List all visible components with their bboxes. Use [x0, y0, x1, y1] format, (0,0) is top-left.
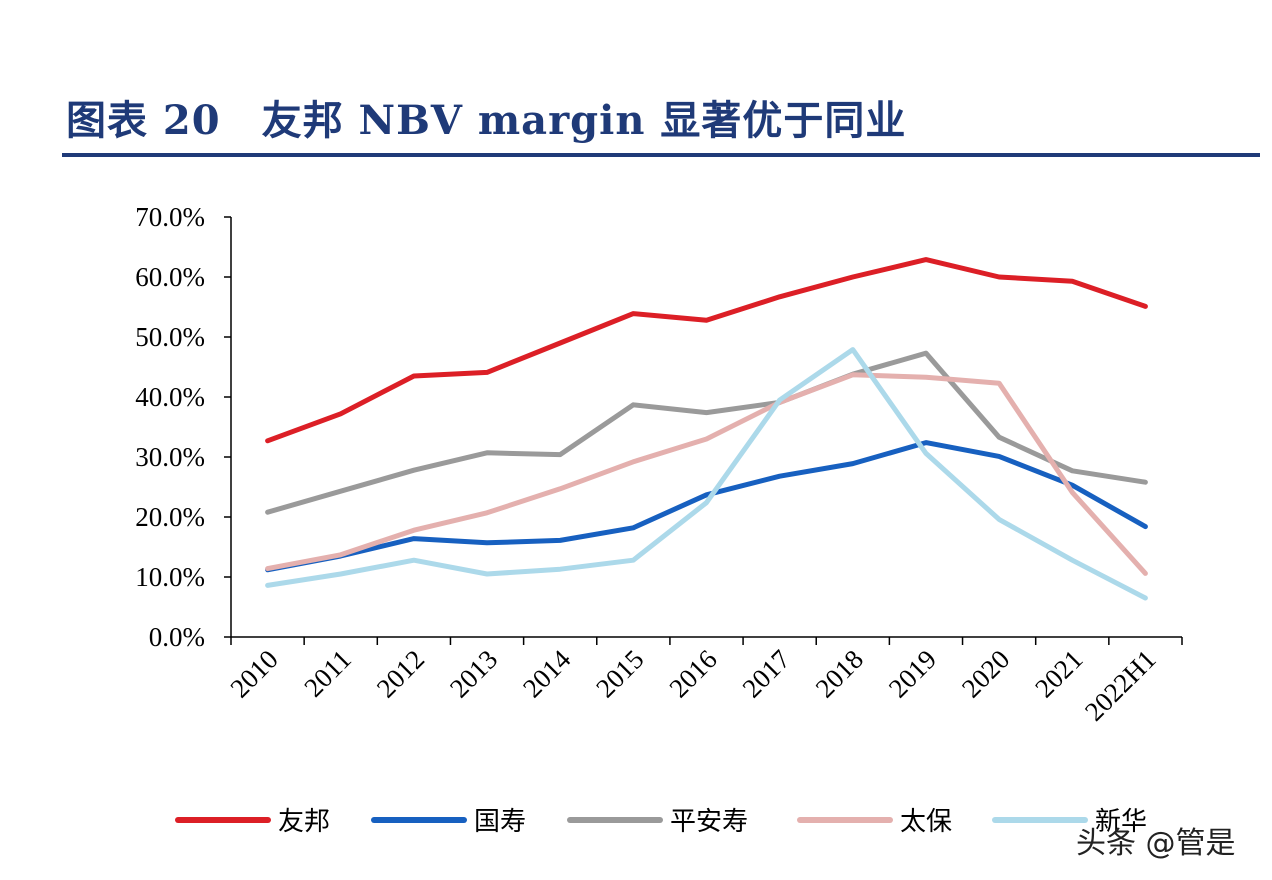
- x-tick-label: 2016: [663, 644, 722, 703]
- x-tick-label: 2017: [736, 644, 795, 703]
- x-tick-label: 2011: [298, 644, 357, 703]
- x-tick-label: 2015: [590, 644, 649, 703]
- x-tick-label: 2012: [371, 644, 430, 703]
- legend-label: 新华: [1095, 807, 1147, 837]
- series-line: [265, 440, 1148, 573]
- series-line: [265, 350, 1148, 515]
- x-tick-label: 2021: [1029, 644, 1088, 703]
- title-divider: [62, 153, 1260, 157]
- x-tick-label: 2019: [883, 644, 942, 703]
- y-tick-labels: 0.0% 10.0% 20.0% 30.0% 40.0% 50.0% 60.0% 70.0%: [135, 202, 205, 652]
- y-tick-label: 70.0%: [135, 202, 205, 232]
- legend-label: 平安寿: [670, 807, 748, 837]
- series-line: [265, 347, 1148, 601]
- y-tick-label: 10.0%: [135, 562, 205, 592]
- y-tick-label: 20.0%: [135, 502, 205, 532]
- x-tick-label: 2022H1: [1079, 644, 1162, 727]
- y-tick-label: 50.0%: [135, 322, 205, 352]
- x-tick-label: 2013: [444, 644, 503, 703]
- x-tick-label: 2020: [956, 644, 1015, 703]
- chart-title: 图表 20 友邦 NBV margin 显著优于同业: [66, 97, 907, 144]
- x-tick-labels: 2010 2011 2012 2013 2014 2015 2016 2017 2018 2019…: [224, 644, 1161, 727]
- y-tick-label: 60.0%: [135, 262, 205, 292]
- x-tick-label: 2010: [224, 644, 283, 703]
- x-tick-label: 2018: [810, 644, 869, 703]
- x-tick-label: 2014: [517, 644, 577, 704]
- y-tick-label: 40.0%: [135, 382, 205, 412]
- y-tick-label: 30.0%: [135, 442, 205, 472]
- legend-label: 友邦: [278, 807, 330, 837]
- legend: 友邦 国寿 平安寿 太保 新华: [175, 807, 1147, 837]
- series-line: [265, 372, 1148, 576]
- legend-label: 太保: [900, 807, 952, 837]
- series-line: [265, 257, 1148, 444]
- axes: [224, 216, 1183, 645]
- legend-label: 国寿: [474, 807, 526, 837]
- watermark-text: 头条 @管是: [1076, 826, 1236, 861]
- series-lines: [265, 257, 1148, 601]
- y-tick-label: 0.0%: [149, 622, 205, 652]
